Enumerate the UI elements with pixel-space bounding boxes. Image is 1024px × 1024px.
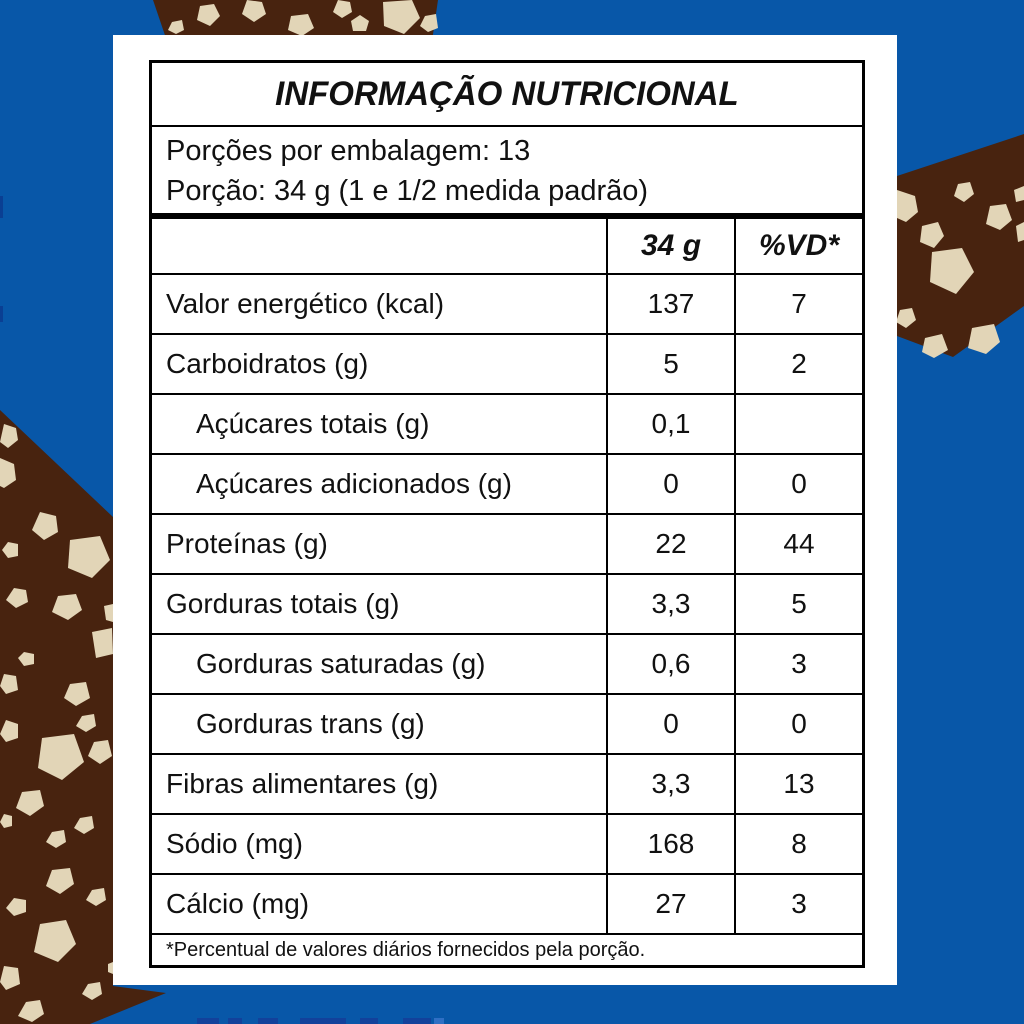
table-row: Gorduras totais (g) 3,3 5	[152, 573, 862, 633]
table-row: Açúcares totais (g) 0,1	[152, 393, 862, 453]
nutrient-label: Fibras alimentares (g)	[166, 768, 439, 799]
amount-value: 0	[606, 455, 734, 513]
dv-value: 13	[734, 755, 862, 813]
table-row: Proteínas (g) 22 44	[152, 513, 862, 573]
amount-value: 3,3	[606, 575, 734, 633]
dv-value	[734, 395, 862, 453]
dv-value: 2	[734, 335, 862, 393]
amount-value: 0,1	[606, 395, 734, 453]
servings-per-package: Porções por embalagem: 13	[166, 135, 531, 167]
footnote: *Percentual de valores diários fornecido…	[152, 933, 862, 965]
amount-value: 0	[606, 695, 734, 753]
dv-value: 3	[734, 635, 862, 693]
bottom-text-peek-decor	[197, 1018, 444, 1024]
nutrient-label: Açúcares totais (g)	[196, 408, 430, 439]
dv-value: 0	[734, 455, 862, 513]
table-row: Gorduras trans (g) 0 0	[152, 693, 862, 753]
amount-value: 22	[606, 515, 734, 573]
nutrient-label: Gorduras saturadas (g)	[196, 648, 486, 679]
amount-value: 168	[606, 815, 734, 873]
nutrient-label: Valor energético (kcal)	[166, 288, 445, 319]
table-title: INFORMAÇÃO NUTRICIONAL	[275, 74, 739, 113]
nutrition-table: INFORMAÇÃO NUTRICIONAL Porções por embal…	[149, 60, 865, 968]
table-row: Valor energético (kcal) 137 7	[152, 273, 862, 333]
serving-size: Porção: 34 g (1 e 1/2 medida padrão)	[166, 175, 649, 207]
dv-value: 0	[734, 695, 862, 753]
left-edge-decor	[0, 196, 3, 322]
amount-value: 27	[606, 875, 734, 933]
dv-value: 3	[734, 875, 862, 933]
table-title-row: INFORMAÇÃO NUTRICIONAL	[152, 63, 862, 125]
table-row: Carboidratos (g) 5 2	[152, 333, 862, 393]
amount-value: 137	[606, 275, 734, 333]
column-header-row: 34 g %VD*	[152, 219, 862, 273]
nutrient-label: Proteínas (g)	[166, 528, 328, 559]
dv-value: 44	[734, 515, 862, 573]
dv-value: 8	[734, 815, 862, 873]
table-row: Gorduras saturadas (g) 0,6 3	[152, 633, 862, 693]
chocolate-piece-right-image	[896, 134, 1024, 358]
nutrition-label-card: INFORMAÇÃO NUTRICIONAL Porções por embal…	[113, 35, 897, 985]
table-row: Cálcio (mg) 27 3	[152, 873, 862, 933]
amount-column-header: 34 g	[606, 219, 734, 273]
table-row: Açúcares adicionados (g) 0 0	[152, 453, 862, 513]
nutrient-label: Carboidratos (g)	[166, 348, 369, 379]
nutrient-label: Açúcares adicionados (g)	[196, 468, 512, 499]
amount-value: 5	[606, 335, 734, 393]
amount-value: 3,3	[606, 755, 734, 813]
table-row: Fibras alimentares (g) 3,3 13	[152, 753, 862, 813]
dv-value: 7	[734, 275, 862, 333]
dv-value: 5	[734, 575, 862, 633]
table-row: Sódio (mg) 168 8	[152, 813, 862, 873]
nutrient-label: Sódio (mg)	[166, 828, 303, 859]
serving-info-row: Porções por embalagem: 13 Porção: 34 g (…	[152, 125, 862, 219]
header-spacer-cell	[152, 219, 606, 273]
chocolate-piece-left-image	[0, 410, 166, 1024]
nutrient-label: Gorduras totais (g)	[166, 588, 400, 619]
nutrient-label: Cálcio (mg)	[166, 888, 310, 919]
dv-column-header: %VD*	[734, 219, 862, 273]
amount-value: 0,6	[606, 635, 734, 693]
nutrient-label: Gorduras trans (g)	[196, 708, 425, 739]
